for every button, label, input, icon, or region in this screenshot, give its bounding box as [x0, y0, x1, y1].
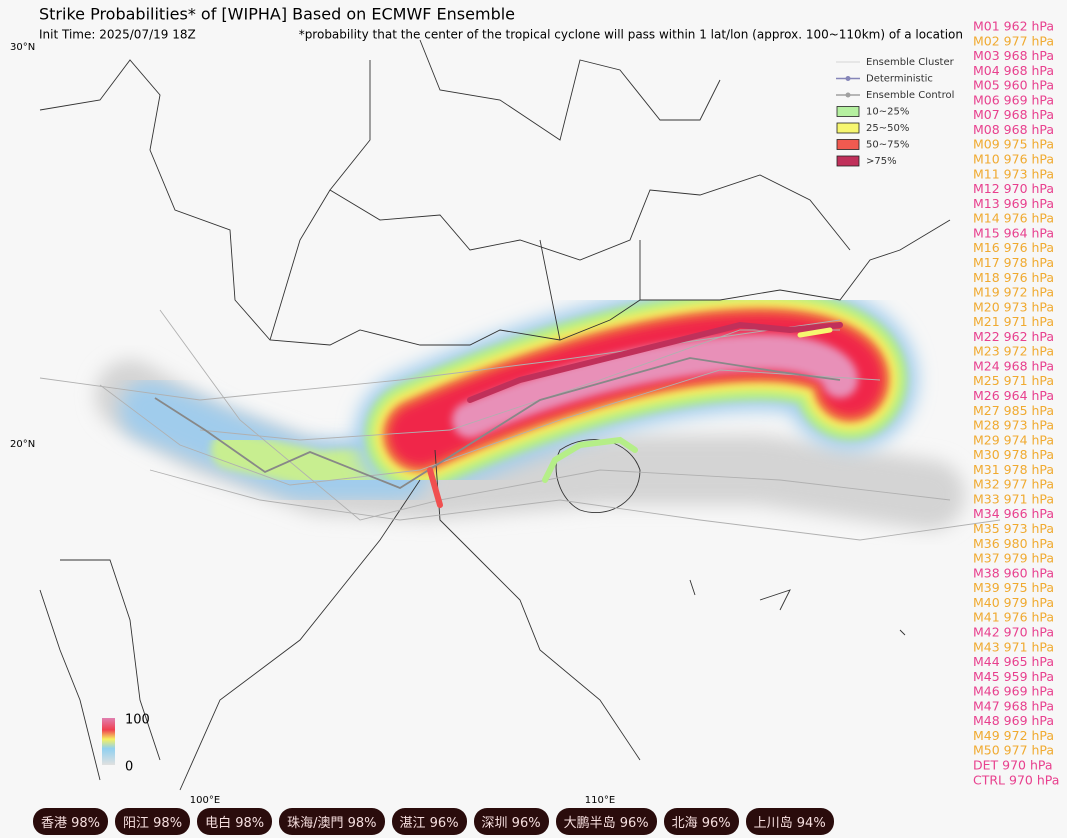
- member-pressure: CTRL 970 hPa: [973, 772, 1059, 787]
- location-badge: 大鹏半岛 96%: [555, 808, 657, 835]
- legend-swatch: [836, 155, 860, 167]
- member-pressure: M46 969 hPa: [973, 684, 1054, 699]
- member-pressure: M05 960 hPa: [973, 78, 1054, 93]
- member-pressure: M21 971 hPa: [973, 314, 1054, 329]
- deterministic-track: [154, 357, 841, 490]
- note: *probability that the center of the trop…: [299, 28, 963, 42]
- member-pressure: M23 972 hPa: [973, 344, 1054, 359]
- member-pressure: M27 985 hPa: [973, 403, 1054, 418]
- colorbar-min: 0: [125, 760, 133, 775]
- legend-dot: [845, 92, 851, 98]
- member-pressure: M29 974 hPa: [973, 432, 1054, 447]
- member-pressure: M39 975 hPa: [973, 580, 1054, 595]
- member-pressure: M22 962 hPa: [973, 329, 1054, 344]
- member-pressure: M14 976 hPa: [973, 211, 1054, 226]
- member-pressure: DET 970 hPa: [973, 758, 1053, 773]
- lon-label: 100°E: [190, 795, 220, 806]
- member-pressure: M26 964 hPa: [973, 388, 1054, 403]
- legend-label: Ensemble Cluster: [866, 57, 955, 68]
- member-pressure: M10 976 hPa: [973, 152, 1054, 167]
- member-pressure: M20 973 hPa: [973, 299, 1054, 314]
- member-pressure: M16 976 hPa: [973, 240, 1054, 255]
- member-pressure: M49 972 hPa: [973, 728, 1054, 743]
- member-pressure: M19 972 hPa: [973, 285, 1054, 300]
- member-pressure: M43 971 hPa: [973, 639, 1054, 654]
- member-pressure: M48 969 hPa: [973, 713, 1054, 728]
- borders: [39, 39, 951, 791]
- member-pressure: M18 976 hPa: [973, 270, 1054, 285]
- badge-row: 香港 98% 阳江 98% 电白 98% 珠海/澳門 98% 湛江 96% 深圳 96% 大…: [33, 808, 834, 835]
- legend-swatch: [836, 122, 860, 134]
- member-pressure: M33 971 hPa: [973, 491, 1054, 506]
- location-badge: 北海 96%: [663, 808, 739, 835]
- member-pressure: M37 979 hPa: [973, 551, 1054, 566]
- member-pressure: M13 969 hPa: [973, 196, 1054, 211]
- location-badge: 阳江 98%: [115, 808, 191, 835]
- member-pressure: M34 966 hPa: [973, 506, 1054, 521]
- member-pressure: M32 977 hPa: [973, 477, 1054, 492]
- member-pressure: M07 968 hPa: [973, 107, 1054, 122]
- location-badge: 珠海/澳門 98%: [279, 808, 385, 835]
- member-pressure: M31 978 hPa: [973, 462, 1054, 477]
- member-pressure: M15 964 hPa: [973, 225, 1054, 240]
- member-pressure: M36 980 hPa: [973, 536, 1054, 551]
- member-pressure: M03 968 hPa: [973, 48, 1054, 63]
- member-pressure: M30 978 hPa: [973, 447, 1054, 462]
- legend-label: >75%: [866, 156, 897, 167]
- member-pressure: M04 968 hPa: [973, 63, 1054, 78]
- location-badge: 深圳 96%: [473, 808, 549, 835]
- member-pressure: M44 965 hPa: [973, 654, 1054, 669]
- legend-label: 50~75%: [866, 140, 909, 151]
- member-pressure: M17 978 hPa: [973, 255, 1054, 270]
- location-badge: 香港 98%: [33, 808, 109, 835]
- member-pressure: M40 979 hPa: [973, 595, 1054, 610]
- legend-swatch: [836, 106, 860, 117]
- legend-label: 10~25%: [866, 107, 909, 118]
- location-badge: 电白 98%: [197, 808, 273, 835]
- member-pressure: M28 973 hPa: [973, 418, 1054, 433]
- member-pressure: M38 960 hPa: [973, 565, 1054, 580]
- member-pressure: M41 976 hPa: [973, 610, 1054, 625]
- swath: [95, 280, 965, 530]
- legend: Ensemble Cluster Deterministic Ensemble Co…: [836, 57, 955, 167]
- member-pressure: M01 962 hPa: [973, 19, 1054, 34]
- member-pressure: M42 970 hPa: [973, 624, 1054, 639]
- member-pressure: M02 977 hPa: [973, 33, 1054, 48]
- lat-label: 30°N: [10, 42, 35, 53]
- legend-label: 25~50%: [866, 123, 909, 134]
- legend-label: Deterministic: [866, 74, 933, 85]
- legend-dot: [845, 76, 851, 81]
- coast-probabilities: [427, 321, 843, 508]
- location-badge: 上川岛 94%: [745, 808, 834, 835]
- member-pressure: M11 973 hPa: [973, 166, 1054, 181]
- member-pressure: M24 968 hPa: [973, 358, 1054, 373]
- lat-label: 20°N: [10, 439, 35, 450]
- member-pressure: M50 977 hPa: [973, 743, 1054, 758]
- legend-label: Ensemble Control: [866, 90, 954, 101]
- lon-label: 110°E: [585, 795, 615, 806]
- colorbar-max: 100: [125, 713, 150, 728]
- location-badge: 湛江 96%: [391, 808, 467, 835]
- member-pressure: M45 959 hPa: [973, 669, 1054, 684]
- member-pressure: M09 975 hPa: [973, 137, 1054, 152]
- init-time: Init Time: 2025/07/19 18Z: [39, 28, 196, 42]
- member-pressure: M08 968 hPa: [973, 122, 1054, 137]
- member-pressure: M12 970 hPa: [973, 181, 1054, 196]
- title: Strike Probabilities* of [WIPHA] Based o…: [39, 5, 515, 24]
- member-pressure: M06 969 hPa: [973, 92, 1054, 107]
- legend-swatch: [836, 139, 860, 150]
- colorbar: [102, 718, 115, 765]
- member-pressure: M25 971 hPa: [973, 373, 1054, 388]
- member-pressure: M35 973 hPa: [973, 521, 1054, 536]
- member-pressure: M47 968 hPa: [973, 698, 1054, 713]
